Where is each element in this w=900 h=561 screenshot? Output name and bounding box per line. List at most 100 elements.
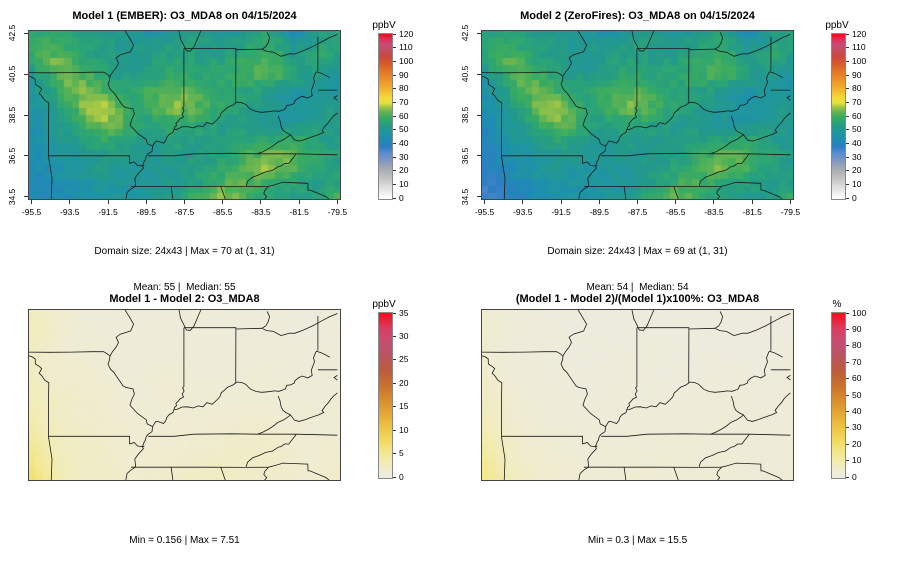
state-border-line [578, 146, 606, 200]
state-border-line [261, 311, 271, 329]
state-borders-overlay [481, 30, 794, 200]
state-border-line [178, 30, 202, 52]
state-border-line [107, 355, 153, 427]
colorbar-tick-label: 60 [399, 110, 409, 121]
state-border-line [183, 327, 262, 330]
state-border-line [481, 71, 564, 77]
panel-model1-ember: Model 1 (EMBER): O3_MDA8 on 04/15/2024 D… [0, 0, 453, 293]
state-border-line [605, 350, 783, 427]
state-border-line [481, 351, 564, 357]
colorbar-tick-label: 90 [852, 69, 862, 80]
colorbar-tick [846, 197, 849, 199]
colorbar-unit-label: % [832, 299, 842, 310]
x-tick-label: -91.5 [98, 207, 118, 217]
map-plot-area [28, 30, 341, 200]
colorbar-tick-label: 80 [399, 83, 409, 94]
state-border-line [148, 152, 258, 157]
plot-box-border [481, 30, 794, 200]
colorbar-tick [393, 476, 396, 478]
panel-difference: Model 1 - Model 2: O3_MDA8 Min = 0.156 |… [0, 281, 453, 561]
colorbar-tick-label: 30 [399, 151, 409, 162]
state-border-line [277, 115, 291, 136]
panel-title: Model 1 - Model 2: O3_MDA8 [109, 293, 260, 305]
state-border-line [152, 350, 330, 427]
panel-stats-caption: Min = 0.3 | Max = 15.5 Mean: 2.4 | Media… [461, 511, 814, 561]
x-axis-tick [675, 200, 677, 204]
panel-title: (Model 1 - Model 2)/(Model 1)x100%: O3_M… [515, 293, 760, 305]
colorbar-tick [393, 129, 396, 131]
state-border-line [601, 152, 711, 157]
state-border-line [698, 181, 784, 200]
colorbar-tick-label: 60 [852, 110, 862, 121]
colorbar-tick-label: 40 [399, 137, 409, 148]
colorbar-tick-label: 0 [852, 471, 857, 482]
colorbar-unit-label: ppbV [372, 299, 396, 310]
colorbar-tick [846, 427, 849, 429]
state-border-line [716, 466, 722, 481]
colorbar-tick-label: 10 [852, 455, 862, 466]
x-axis-tick [107, 200, 109, 204]
colorbar-tick [846, 312, 849, 314]
x-tick-label: -79.5 [327, 207, 348, 217]
state-border-line [48, 155, 145, 167]
y-axis-tick [477, 155, 481, 157]
colorbar-tick-label: 100 [852, 307, 867, 318]
x-tick-label: -81.5 [742, 207, 762, 217]
x-tick-label: -81.5 [289, 207, 309, 217]
colorbar-tick [393, 170, 396, 172]
x-axis-tick [484, 200, 486, 204]
y-axis-tick [477, 73, 481, 75]
x-axis-tick [222, 200, 224, 204]
plot-box-border [28, 30, 341, 200]
state-border-line [501, 155, 506, 200]
colorbar-tick-label: 70 [852, 356, 862, 367]
colorbar-tick [846, 410, 849, 412]
state-border-line [562, 309, 588, 357]
x-axis-tick [751, 200, 753, 204]
x-tick-label: -93.5 [60, 207, 80, 217]
colorbar-tick-label: 50 [399, 124, 409, 135]
colorbar-tick [393, 429, 396, 431]
state-border-line [257, 433, 338, 436]
state-border-line [673, 186, 679, 200]
state-border-line [245, 433, 297, 468]
y-tick-label: 38.5 [7, 106, 17, 124]
colorbar-tick-label: 40 [852, 137, 862, 148]
state-border-line [605, 71, 783, 147]
colorbar-tick-label: 0 [399, 471, 404, 482]
state-border-line [261, 313, 338, 337]
x-tick-label: -91.5 [551, 207, 571, 217]
state-border-line [125, 146, 153, 200]
colorbar-tick-label: 35 [399, 307, 409, 318]
colorbar-tick [393, 60, 396, 62]
colorbar-tick-label: 20 [399, 377, 409, 388]
y-axis-tick [477, 114, 481, 116]
colorbar-tick-label: 70 [852, 96, 862, 107]
colorbar-tick [393, 156, 396, 158]
state-border-line [173, 327, 185, 410]
state-border-line [245, 181, 331, 200]
x-axis-tick [145, 200, 147, 204]
colorbar-tick-label: 50 [852, 124, 862, 135]
colorbar-tick-label: 50 [852, 389, 862, 400]
colorbar-unit-label: ppbV [372, 20, 396, 31]
state-border-line [257, 153, 338, 156]
state-border-line [261, 34, 338, 57]
state-border-line [481, 75, 503, 156]
state-border-line [220, 467, 226, 481]
colorbar-tick [393, 382, 396, 384]
y-tick-label: 42.5 [7, 25, 17, 42]
x-tick-label: -95.5 [21, 207, 42, 217]
state-border-line [220, 186, 226, 200]
heatmap-canvas [28, 30, 341, 200]
colorbar-tick-label: 10 [852, 178, 862, 189]
state-border-line [636, 327, 715, 330]
state-border-line [714, 34, 791, 57]
heatmap-canvas [28, 309, 341, 481]
colorbar-tick [393, 197, 396, 199]
colorbar-tick-label: 25 [399, 354, 409, 365]
colorbar-tick-label: 10 [399, 424, 409, 435]
y-tick-label: 36.5 [460, 147, 470, 165]
x-axis-tick [31, 200, 33, 204]
x-tick-label: -93.5 [513, 207, 533, 217]
